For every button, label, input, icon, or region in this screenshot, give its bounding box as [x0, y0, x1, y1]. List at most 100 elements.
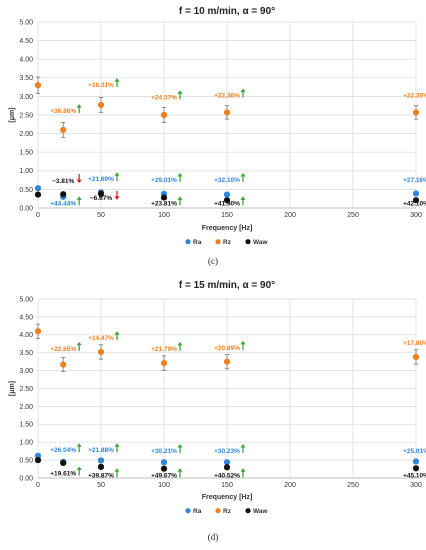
annotation-label: +27.16% [403, 177, 426, 184]
annotation-label: +41.90% [214, 200, 240, 207]
x-tick-label: 150 [221, 212, 233, 219]
data-point-rz [97, 348, 105, 356]
change-arrow-up [114, 78, 120, 88]
arrow-head [76, 341, 82, 346]
arrow-head [76, 104, 82, 108]
legend-marker-rz [215, 239, 221, 245]
x-tick-label: 150 [221, 482, 233, 489]
data-point-ra [97, 457, 105, 464]
data-point-waw [60, 191, 67, 198]
legend-marker-waw [245, 239, 251, 245]
arrow-head [177, 196, 183, 200]
data-point-rz [412, 109, 420, 116]
data-point-waw [160, 194, 168, 201]
y-tick-label: 1.00 [19, 440, 33, 447]
change-arrow-up [76, 104, 82, 114]
arrow-head [177, 468, 183, 472]
figure-caption: (d) [208, 532, 219, 542]
annotation-label: +21.79% [151, 346, 177, 353]
annotation-label: +22.65% [50, 346, 76, 353]
annotation-label: +45.10% [403, 472, 426, 479]
y-tick-label: 0.50 [19, 458, 33, 465]
y-tick-label: 3.50 [19, 350, 33, 357]
y-tick-label: 0.00 [19, 205, 33, 212]
y-tick-label: 1.50 [19, 150, 33, 157]
data-point-waw [412, 465, 420, 472]
change-arrow-down [76, 174, 82, 184]
y-tick-label: 2.00 [19, 131, 33, 138]
y-tick-label: 2.50 [19, 112, 33, 119]
legend-label: Rz [223, 508, 232, 515]
y-tick-label: 5.00 [19, 19, 33, 26]
change-arrow-up [177, 443, 183, 453]
y-tick-label: 2.50 [19, 386, 33, 393]
data-point-waw [223, 197, 231, 204]
legend-label: Ra [193, 508, 202, 515]
legend-marker-rz [215, 508, 221, 514]
y-tick-label: 4.50 [19, 314, 33, 321]
arrow-head [114, 78, 120, 82]
legend-marker-ra [185, 508, 191, 514]
change-arrow-up [240, 88, 246, 98]
arrow-head [114, 196, 120, 200]
arrow-head [240, 172, 246, 177]
x-tick-label: 0 [36, 482, 40, 489]
arrow-head [240, 196, 246, 200]
chart-title: f = 15 m/min, α = 90° [179, 280, 275, 291]
data-point-ra [160, 459, 168, 466]
x-tick-label: 100 [158, 212, 170, 219]
annotation-label: +16.31% [88, 82, 114, 89]
change-arrow-up [76, 196, 82, 206]
x-tick-label: 250 [347, 212, 359, 219]
change-arrow-up [240, 468, 246, 478]
x-tick-label: 300 [410, 212, 422, 219]
annotation-label: +36.86% [50, 108, 76, 115]
y-axis-label: [μm] [9, 381, 16, 396]
y-tick-label: 3.00 [19, 94, 33, 101]
data-point-ra [34, 185, 42, 192]
data-point-rz [34, 328, 42, 335]
legend-label: Rz [223, 239, 232, 246]
annotation-label: +19.61% [50, 470, 76, 477]
x-tick-label: 250 [347, 482, 359, 489]
change-arrow-up [240, 196, 246, 206]
annotation-label: +44.44% [50, 200, 76, 207]
y-axis-label: [μm] [9, 107, 16, 122]
annotation-label: +49.67% [151, 472, 177, 479]
chart-panel-d: f = 15 m/min, α = 90° 0.00 0.50 1.00 1.50 2.0… [9, 280, 426, 542]
y-tick-label: 4.00 [19, 332, 33, 339]
legend-label: Waw [253, 508, 269, 515]
data-point-rz [160, 111, 168, 119]
chart-panel-c: f = 10 m/min, α = 90° 0.00 0.50 1.00 1.50 2.0… [9, 6, 426, 266]
legend-label: Waw [253, 239, 269, 246]
annotation-label: +26.04% [50, 447, 76, 454]
data-point-rz [412, 353, 420, 361]
data-point-rz [60, 361, 67, 368]
annotation-label: +30.21% [151, 448, 177, 455]
arrow-head [177, 341, 183, 346]
legend-label: Ra [193, 239, 202, 246]
change-arrow-up [177, 172, 183, 182]
change-arrow-up [240, 443, 246, 453]
y-tick-label: 0.00 [19, 475, 33, 482]
change-arrow-up [114, 468, 120, 478]
annotation-label: +17.80% [403, 340, 426, 347]
arrow-head [240, 443, 246, 448]
arrow-head [240, 88, 246, 93]
data-point-rz [34, 82, 42, 89]
x-tick-label: 200 [284, 482, 296, 489]
legend-marker-waw [245, 508, 251, 514]
arrow-head [114, 443, 120, 447]
change-arrow-up [76, 466, 82, 476]
annotation-label: +40.52% [214, 472, 240, 479]
data-point-waw [60, 459, 67, 467]
data-point-waw [97, 463, 105, 471]
change-arrow-up [76, 341, 82, 351]
annotation-label: +21.88% [88, 447, 114, 454]
arrow-head [177, 172, 183, 177]
annotation-label: −6.67% [90, 195, 112, 202]
x-tick-label: 50 [97, 212, 105, 219]
annotation-label: +32.10% [214, 177, 240, 184]
annotation-label: +14.47% [88, 335, 114, 342]
y-tick-label: 4.00 [19, 57, 33, 64]
